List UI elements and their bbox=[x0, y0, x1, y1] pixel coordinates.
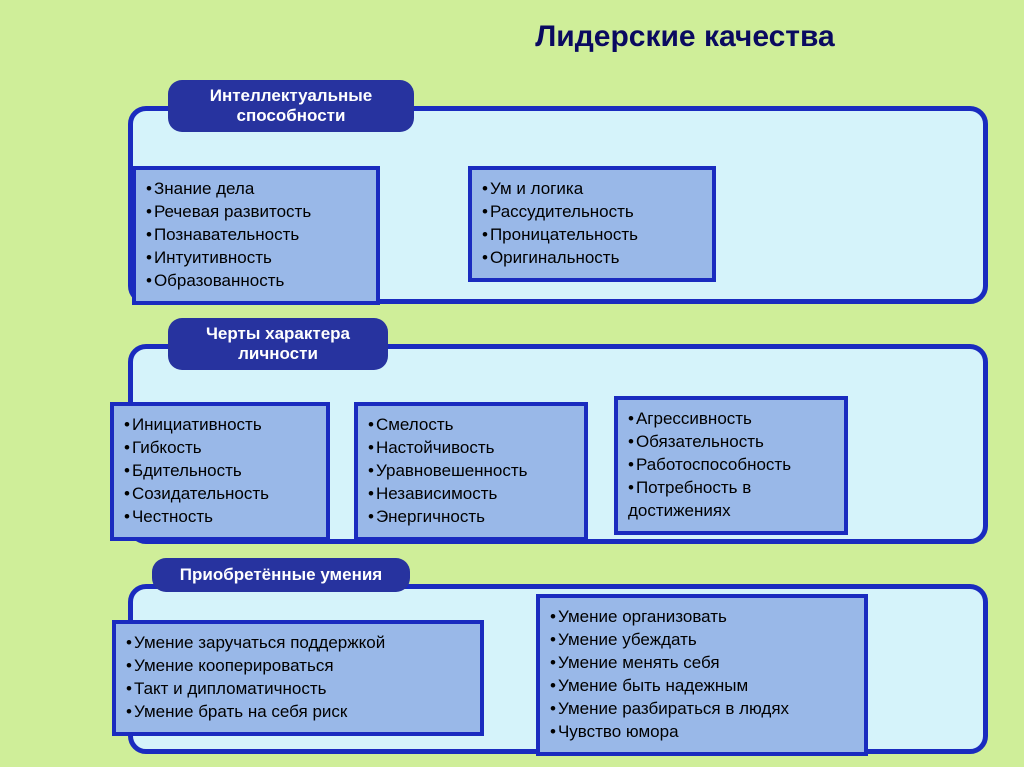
trait-item: Познавательность bbox=[146, 224, 366, 247]
trait-item: Образованность bbox=[146, 270, 366, 293]
trait-item: Умение убеждать bbox=[550, 629, 854, 652]
diagram-canvas: Лидерские качества Знание делаРечевая раз… bbox=[0, 0, 1024, 767]
trait-box: СмелостьНастойчивостьУравновешенностьНез… bbox=[354, 402, 588, 541]
trait-box: Ум и логикаРассудительностьПроницательно… bbox=[468, 166, 716, 282]
trait-item: Интуитивность bbox=[146, 247, 366, 270]
trait-item: Такт и дипломатичность bbox=[126, 678, 470, 701]
trait-item: Умение быть надежным bbox=[550, 675, 854, 698]
trait-item: Чувство юмора bbox=[550, 721, 854, 744]
trait-item: Агрессивность bbox=[628, 408, 834, 431]
main-title: Лидерские качества bbox=[470, 20, 900, 54]
trait-item: Оригинальность bbox=[482, 247, 702, 270]
trait-item: Умение разбираться в людях bbox=[550, 698, 854, 721]
trait-item: Умение организовать bbox=[550, 606, 854, 629]
trait-item: Потребность в достижениях bbox=[628, 477, 834, 523]
trait-item: Бдительность bbox=[124, 460, 316, 483]
trait-item: Уравновешенность bbox=[368, 460, 574, 483]
trait-item: Рассудительность bbox=[482, 201, 702, 224]
trait-box: Умение заручаться поддержкойУмение коопе… bbox=[112, 620, 484, 736]
trait-item: Умение менять себя bbox=[550, 652, 854, 675]
section-header-character: Черты характера личности bbox=[168, 318, 388, 370]
trait-box: Умение организоватьУмение убеждатьУмение… bbox=[536, 594, 868, 756]
trait-item: Знание дела bbox=[146, 178, 366, 201]
section-header-intellectual: Интеллектуальные способности bbox=[168, 80, 414, 132]
trait-item: Независимость bbox=[368, 483, 574, 506]
trait-item: Работоспособность bbox=[628, 454, 834, 477]
section-header-skills: Приобретённые умения bbox=[152, 558, 410, 592]
trait-item: Честность bbox=[124, 506, 316, 529]
trait-item: Гибкость bbox=[124, 437, 316, 460]
trait-item: Энергичность bbox=[368, 506, 574, 529]
trait-item: Инициативность bbox=[124, 414, 316, 437]
trait-item: Умение брать на себя риск bbox=[126, 701, 470, 724]
trait-item: Умение заручаться поддержкой bbox=[126, 632, 470, 655]
trait-item: Речевая развитость bbox=[146, 201, 366, 224]
trait-item: Настойчивость bbox=[368, 437, 574, 460]
trait-item: Ум и логика bbox=[482, 178, 702, 201]
trait-item: Обязательность bbox=[628, 431, 834, 454]
trait-item: Смелость bbox=[368, 414, 574, 437]
trait-item: Созидательность bbox=[124, 483, 316, 506]
trait-item: Умение кооперироваться bbox=[126, 655, 470, 678]
trait-box: АгрессивностьОбязательностьРаботоспособн… bbox=[614, 396, 848, 535]
trait-item: Проницательность bbox=[482, 224, 702, 247]
trait-box: Знание делаРечевая развитостьПознаватель… bbox=[132, 166, 380, 305]
trait-box: ИнициативностьГибкостьБдительностьСозида… bbox=[110, 402, 330, 541]
